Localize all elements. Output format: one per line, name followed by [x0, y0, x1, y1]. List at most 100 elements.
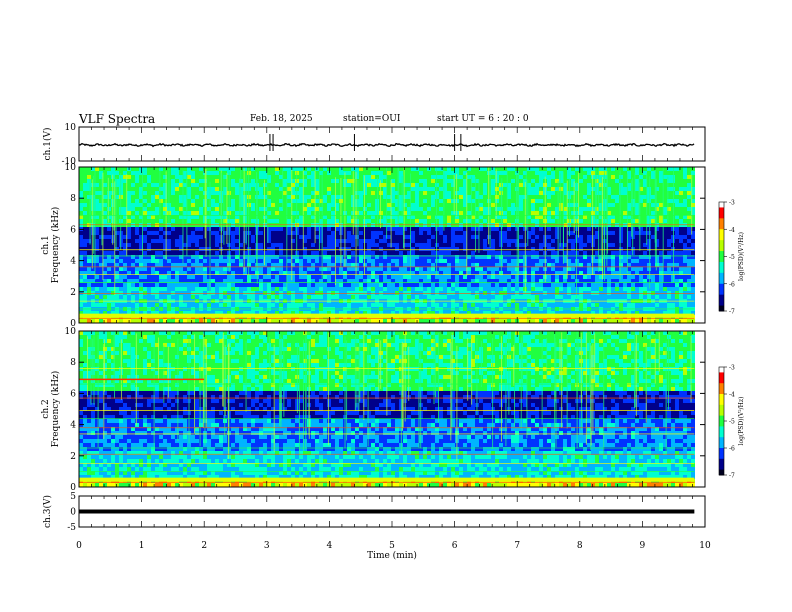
ch1-spectrogram-cell: [567, 243, 571, 247]
ch1-spectrogram-cell: [391, 219, 395, 223]
ch1-spectrogram-cell: [563, 227, 567, 231]
ch1-spectrogram-cell: [279, 279, 283, 283]
ch1-spectrogram-cell: [415, 263, 419, 267]
ch1-spectrogram-cell: [691, 219, 695, 223]
ch1-spectrogram-cell: [451, 179, 455, 183]
ch1-spectrogram-cell: [587, 235, 591, 239]
ch1-spectrogram-cell: [487, 251, 491, 255]
ch1-spectrogram-cell: [679, 271, 683, 275]
ch1-spectrogram-cell: [323, 191, 327, 195]
ch1-spectrogram-cell: [459, 215, 463, 219]
ch1-spectrogram-cell: [303, 287, 307, 291]
ch1-spectrogram-cell: [455, 275, 459, 279]
ch1-spectrogram-cell: [639, 255, 643, 259]
ch1-spectrogram-cell: [383, 187, 387, 191]
ch1-spectrogram-cell: [539, 247, 543, 251]
ch1-spectrogram-cell: [183, 255, 187, 259]
ch1-spectrogram-cell: [87, 195, 91, 199]
ch1-spectrogram-cell: [483, 199, 487, 203]
ch1-spectrogram-cell: [483, 243, 487, 247]
ch1-spectrogram-cell: [659, 203, 663, 207]
ch1-spectrogram-cell: [179, 259, 183, 263]
ch1-spectrogram-cell: [243, 187, 247, 191]
ch1-spectrogram-cell: [463, 247, 467, 251]
ch1-spectrogram-cell: [355, 171, 359, 175]
ch1-spectrogram-cell: [447, 215, 451, 219]
ch1-spectrogram-cell: [135, 287, 139, 291]
ch1-spectrogram-cell: [475, 171, 479, 175]
ch1-spectrogram-cell: [251, 207, 255, 211]
ch1-spectrogram-cell: [287, 235, 291, 239]
ch1-spectrogram-cell: [231, 235, 235, 239]
ch1-spectrogram-cell: [563, 279, 567, 283]
ch1-spectrogram-cell: [611, 263, 615, 267]
ch1-spectrogram-cell: [639, 247, 643, 251]
ch1-spectrogram-cell: [627, 287, 631, 291]
ch1-spectrogram-cell: [279, 263, 283, 267]
ch1-spectrogram-cell: [299, 227, 303, 231]
ch1-spectrogram-cell: [439, 211, 443, 215]
ch1-spectrogram-cell: [471, 167, 475, 171]
ch1-spectrogram-cell: [519, 195, 523, 199]
ch1-spectrogram-cell: [83, 219, 87, 223]
ch1-spectrogram-cell: [579, 239, 583, 243]
ch1-spectrogram-cell: [287, 211, 291, 215]
ch1-spectrogram-cell: [163, 203, 167, 207]
ch1-spectrogram-cell: [255, 171, 259, 175]
ch1-spectrogram-cell: [335, 195, 339, 199]
ch1-spectrogram-cell: [223, 175, 227, 179]
ch1-spectrogram-cell: [175, 255, 179, 259]
ch1-spectrogram-cell: [307, 263, 311, 267]
ch1-spectrogram-cell: [635, 231, 639, 235]
ch1-spectrogram-cell: [223, 183, 227, 187]
ch1-spectrogram-cell: [503, 275, 507, 279]
ch1-spectrogram-cell: [583, 279, 587, 283]
ch1-spectrogram-cell: [611, 167, 615, 171]
ch1-spectrogram-cell: [511, 227, 515, 231]
ch1-spectrogram-cell: [403, 271, 407, 275]
ch1-spectrogram-cell: [195, 251, 199, 255]
ch1-spectrogram-cell: [611, 279, 615, 283]
ch1-spectrogram-cell: [235, 247, 239, 251]
ch1-spectrogram-cell: [607, 195, 611, 199]
ch1-spectrogram-cell: [319, 215, 323, 219]
ch1-spectrogram-cell: [391, 215, 395, 219]
ch1-spectrogram-cell: [431, 227, 435, 231]
ch1-spectrogram-cell: [367, 283, 371, 287]
ch1-spectrogram-cell: [251, 251, 255, 255]
ch1-spectrogram-cell: [159, 279, 163, 283]
ch1-spectrogram-cell: [391, 259, 395, 263]
ch1-spectrogram-cell: [399, 175, 403, 179]
ch1-spectrogram-cell: [643, 279, 647, 283]
ch1-spectrogram-cell: [331, 175, 335, 179]
ch1-spectrogram-cell: [607, 203, 611, 207]
ch1-spectrogram-cell: [191, 259, 195, 263]
ch1-spectrogram-cell: [135, 267, 139, 271]
ch1-spectrogram-cell: [323, 183, 327, 187]
ch1-spectrogram-cell: [411, 175, 415, 179]
ch1-spectrogram-cell: [471, 191, 475, 195]
ch1-spectrogram-cell: [127, 239, 131, 243]
ch1-spectrogram-cell: [239, 231, 243, 235]
ch1-spectrogram-cell: [299, 243, 303, 247]
ch1-spectrogram-cell: [299, 239, 303, 243]
ch1-spectrogram-cell: [399, 255, 403, 259]
ch1-spectrogram-cell: [187, 227, 191, 231]
ch1-spectrogram-cell: [675, 215, 679, 219]
ch1-spectrogram-cell: [659, 215, 663, 219]
ch1-spectrogram-cell: [203, 267, 207, 271]
ch1-spectrogram-cell: [155, 259, 159, 263]
ch1-spectrogram-cell: [187, 243, 191, 247]
ch1-spectrogram-cell: [655, 247, 659, 251]
ch1-spectrogram-cell: [395, 187, 399, 191]
ch1-spectrogram-cell: [527, 203, 531, 207]
ch1-spectrogram-cell: [171, 191, 175, 195]
ch1-spectrogram-cell: [79, 187, 83, 191]
ch1-spectrogram-cell: [363, 191, 367, 195]
ch1-spectrogram-cell: [331, 267, 335, 271]
ch1-spectrogram-cell: [487, 271, 491, 275]
ch1-spectrogram-cell: [387, 251, 391, 255]
ch1-spectrogram-cell: [387, 263, 391, 267]
ch1-spectrogram-cell: [107, 191, 111, 195]
ch1-spectrogram-cell: [191, 267, 195, 271]
